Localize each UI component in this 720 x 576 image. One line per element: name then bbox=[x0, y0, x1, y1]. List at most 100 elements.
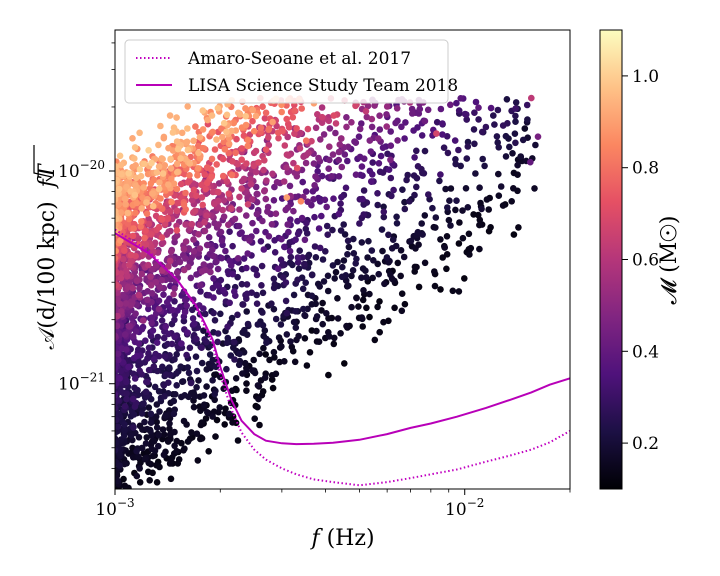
scatter-point bbox=[205, 234, 213, 241]
scatter-point bbox=[219, 172, 227, 180]
scatter-point bbox=[166, 420, 173, 427]
scatter-point bbox=[254, 321, 262, 328]
scatter-point bbox=[131, 191, 139, 199]
scatter-point bbox=[420, 170, 428, 177]
scatter-point bbox=[319, 320, 327, 328]
scatter-point bbox=[270, 305, 278, 313]
scatter-point bbox=[383, 103, 391, 110]
scatter-point bbox=[145, 350, 152, 357]
scatter-point bbox=[177, 155, 184, 162]
scatter-point bbox=[440, 144, 448, 151]
scatter-point bbox=[472, 170, 479, 177]
scatter-point bbox=[121, 426, 128, 434]
scatter-point bbox=[363, 304, 370, 312]
scatter-point bbox=[369, 171, 376, 178]
scatter-point bbox=[514, 161, 521, 169]
scatter-point bbox=[223, 128, 230, 136]
scatter-point bbox=[160, 451, 168, 459]
scatter-point bbox=[160, 431, 168, 438]
y-tick-label: 10−20 bbox=[58, 158, 105, 182]
scatter-point bbox=[136, 166, 144, 173]
scatter-point bbox=[145, 305, 152, 313]
scatter-point bbox=[262, 195, 270, 203]
scatter-point bbox=[138, 218, 145, 225]
scatter-point bbox=[375, 270, 383, 278]
scatter-point bbox=[231, 215, 239, 223]
scatter-point bbox=[180, 266, 188, 274]
scatter-point bbox=[416, 105, 424, 113]
scatter-point bbox=[223, 365, 230, 373]
scatter-point bbox=[286, 247, 294, 255]
scatter-point bbox=[436, 177, 443, 185]
scatter-point bbox=[514, 171, 521, 178]
scatter-point bbox=[190, 248, 198, 255]
scatter-point bbox=[308, 292, 316, 300]
scatter-point bbox=[239, 301, 247, 308]
scatter-point bbox=[413, 147, 420, 155]
scatter-point bbox=[133, 277, 141, 285]
scatter-point bbox=[344, 237, 352, 245]
scatter-point bbox=[281, 358, 288, 365]
scatter-point bbox=[369, 274, 377, 282]
scatter-point bbox=[294, 276, 301, 284]
scatter-point bbox=[301, 260, 308, 268]
scatter-point bbox=[388, 192, 395, 200]
scatter-point bbox=[455, 288, 463, 295]
scatter-point bbox=[205, 448, 212, 455]
scatter-point bbox=[303, 219, 310, 227]
scatter-point bbox=[282, 279, 290, 286]
scatter-point bbox=[381, 280, 388, 288]
scatter-point bbox=[279, 274, 287, 281]
scatter-point bbox=[115, 439, 120, 446]
scatter-point bbox=[291, 107, 299, 114]
scatter-point bbox=[456, 219, 463, 226]
scatter-point bbox=[312, 124, 320, 132]
scatter-point bbox=[214, 104, 222, 112]
scatter-point bbox=[265, 125, 273, 133]
scatter-point bbox=[123, 378, 130, 386]
scatter-point bbox=[527, 158, 534, 166]
scatter-point bbox=[443, 251, 451, 258]
scatter-point bbox=[301, 311, 308, 319]
scatter-point bbox=[243, 212, 250, 219]
scatter-point bbox=[281, 142, 289, 149]
scatter-point bbox=[374, 260, 382, 268]
colorbar-tick-label: 0.2 bbox=[632, 434, 659, 454]
scatter-point bbox=[243, 290, 251, 298]
scatter-point bbox=[145, 344, 153, 352]
scatter-point bbox=[270, 348, 278, 356]
scatter-point bbox=[287, 338, 294, 345]
scatter-point bbox=[122, 200, 129, 208]
scatter-point bbox=[336, 141, 344, 148]
scatter-point bbox=[132, 162, 139, 169]
scatter-point bbox=[148, 231, 155, 238]
colorbar: 0.2 0.4 0.6 0.8 1.0 𝓜 (M☉) bbox=[599, 29, 682, 490]
scatter-point bbox=[247, 176, 254, 183]
scatter-point bbox=[398, 307, 406, 315]
scatter-point bbox=[291, 130, 298, 137]
scatter-point bbox=[167, 208, 174, 215]
scatter-point bbox=[328, 173, 335, 180]
scatter-point bbox=[137, 172, 145, 180]
scatter-point bbox=[140, 400, 147, 407]
scatter-point bbox=[400, 253, 408, 261]
scatter-point bbox=[197, 435, 204, 443]
scatter-point bbox=[201, 171, 208, 178]
scatter-point bbox=[398, 123, 405, 131]
scatter-point bbox=[302, 137, 310, 144]
scatter-point bbox=[210, 309, 217, 317]
scatter-point bbox=[234, 160, 241, 168]
scatter-point bbox=[187, 153, 194, 161]
scatter-point bbox=[213, 136, 220, 143]
scatter-point bbox=[340, 221, 348, 228]
scatter-point bbox=[383, 123, 391, 130]
scatter-point bbox=[126, 323, 133, 330]
x-axis-unit: (Hz) bbox=[320, 526, 375, 551]
scatter-point bbox=[123, 395, 130, 403]
scatter-point bbox=[495, 144, 503, 151]
scatter-point bbox=[197, 288, 204, 295]
scatter-point bbox=[117, 274, 125, 282]
scatter-point bbox=[218, 125, 225, 132]
scatter-point bbox=[374, 201, 382, 209]
scatter-point bbox=[334, 295, 341, 302]
